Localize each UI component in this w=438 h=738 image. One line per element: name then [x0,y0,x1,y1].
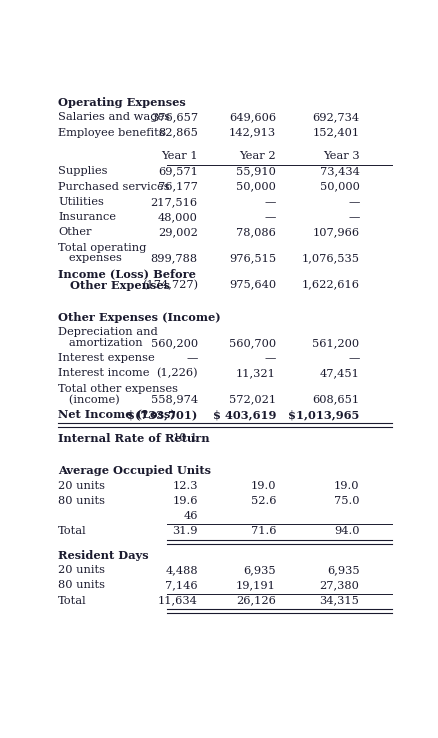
Text: 27,380: 27,380 [319,580,359,590]
Text: 31.9: 31.9 [172,526,198,537]
Text: 73,434: 73,434 [319,166,359,176]
Text: 76,177: 76,177 [158,182,198,192]
Text: 19.6: 19.6 [172,496,198,506]
Text: 572,021: 572,021 [228,395,276,404]
Text: 376,657: 376,657 [150,112,198,123]
Text: 55,910: 55,910 [236,166,276,176]
Text: 692,734: 692,734 [311,112,359,123]
Text: —: — [264,197,276,207]
Text: 29,002: 29,002 [158,227,198,238]
Text: 50,000: 50,000 [319,182,359,192]
Text: $(733,701): $(733,701) [127,410,198,421]
Text: (1,226): (1,226) [156,368,198,379]
Text: Purchased services: Purchased services [58,182,170,192]
Text: Resident Days: Resident Days [58,550,148,561]
Text: 26,126: 26,126 [236,596,276,606]
Text: 4,488: 4,488 [165,565,198,575]
Text: —: — [264,353,276,363]
Text: 560,700: 560,700 [228,338,276,348]
Text: 52.6: 52.6 [250,496,276,506]
Text: 142,913: 142,913 [228,128,276,137]
Text: 75.0: 75.0 [333,496,359,506]
Text: Total other expenses: Total other expenses [58,384,178,393]
Text: Total: Total [58,526,87,537]
Text: —: — [347,212,359,222]
Text: 11,321: 11,321 [236,368,276,379]
Text: 69,571: 69,571 [158,166,198,176]
Text: Average Occupied Units: Average Occupied Units [58,466,211,476]
Text: Other Expenses (Income): Other Expenses (Income) [58,311,220,323]
Text: 20 units: 20 units [58,480,105,491]
Text: 46: 46 [183,511,198,521]
Text: 6,935: 6,935 [326,565,359,575]
Text: 48,000: 48,000 [158,212,198,222]
Text: 649,606: 649,606 [228,112,276,123]
Text: $1,013,965: $1,013,965 [287,410,359,421]
Text: Interest expense: Interest expense [58,353,155,363]
Text: 975,640: 975,640 [228,280,276,290]
Text: 561,200: 561,200 [311,338,359,348]
Text: $ 403,619: $ 403,619 [212,410,276,421]
Text: 94.0: 94.0 [333,526,359,537]
Text: 50,000: 50,000 [236,182,276,192]
Text: Interest income: Interest income [58,368,149,379]
Text: Other Expenses: Other Expenses [58,280,170,291]
Text: Net Income (Loss): Net Income (Loss) [58,410,176,421]
Text: expenses: expenses [58,253,122,263]
Text: 899,788: 899,788 [150,253,198,263]
Text: Other: Other [58,227,92,238]
Text: 560,200: 560,200 [150,338,198,348]
Text: 82,865: 82,865 [158,128,198,137]
Text: —: — [264,212,276,222]
Text: 11,634: 11,634 [158,596,198,606]
Text: 558,974: 558,974 [150,395,198,404]
Text: Salaries and wages: Salaries and wages [58,112,170,123]
Text: 6,935: 6,935 [243,565,276,575]
Text: Year 1: Year 1 [161,151,198,161]
Text: Insurance: Insurance [58,212,116,222]
Text: Total: Total [58,596,87,606]
Text: 34,315: 34,315 [319,596,359,606]
Text: 608,651: 608,651 [311,395,359,404]
Text: 12.3: 12.3 [172,480,198,491]
Text: —: — [347,353,359,363]
Text: 217,516: 217,516 [150,197,198,207]
Text: 107,966: 107,966 [311,227,359,238]
Text: 47,451: 47,451 [319,368,359,379]
Text: Operating Expenses: Operating Expenses [58,97,186,108]
Text: 19.0: 19.0 [250,480,276,491]
Text: 19.0: 19.0 [333,480,359,491]
Text: Year 2: Year 2 [239,151,276,161]
Text: 78,086: 78,086 [236,227,276,238]
Text: (174,727): (174,727) [141,280,198,290]
Text: 976,515: 976,515 [228,253,276,263]
Text: —: — [347,197,359,207]
Text: 10.1: 10.1 [172,433,198,444]
Text: 80 units: 80 units [58,580,105,590]
Text: (income): (income) [58,395,120,405]
Text: 20 units: 20 units [58,565,105,575]
Text: Internal Rate of Return: Internal Rate of Return [58,433,209,444]
Text: amortization: amortization [58,338,143,348]
Text: 19,191: 19,191 [236,580,276,590]
Text: Supplies: Supplies [58,166,108,176]
Text: Employee benefits: Employee benefits [58,128,165,137]
Text: Income (Loss) Before: Income (Loss) Before [58,269,196,280]
Text: 80 units: 80 units [58,496,105,506]
Text: 7,146: 7,146 [165,580,198,590]
Text: 71.6: 71.6 [250,526,276,537]
Text: Depreciation and: Depreciation and [58,327,158,337]
Text: Utilities: Utilities [58,197,104,207]
Text: 1,622,616: 1,622,616 [301,280,359,290]
Text: Year 3: Year 3 [322,151,359,161]
Text: 152,401: 152,401 [311,128,359,137]
Text: 1,076,535: 1,076,535 [301,253,359,263]
Text: Total operating: Total operating [58,243,146,252]
Text: —: — [186,353,198,363]
